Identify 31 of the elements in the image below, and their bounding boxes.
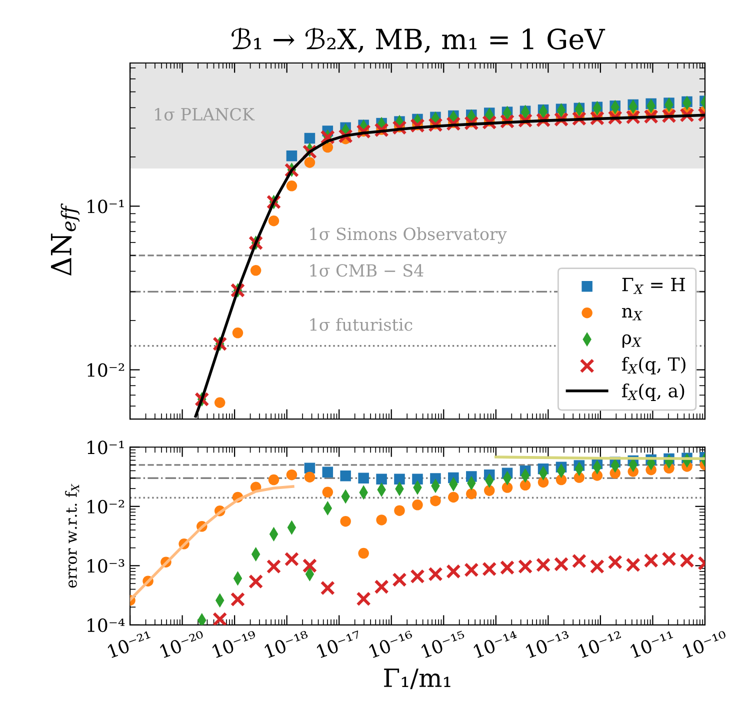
band-label: 1σ PLANCK xyxy=(155,108,255,121)
y-tick-label: 10⁻³ xyxy=(88,559,124,573)
y-tick-label: 10⁻¹ xyxy=(88,440,124,454)
legend-label: ρ$_{X}$ xyxy=(622,334,642,348)
x-axis-title: Γ₁/m₁ xyxy=(384,668,450,690)
x-tick-label: 10⁻¹⁴ xyxy=(473,630,520,658)
x-tick-label: 10⁻¹¹ xyxy=(630,630,676,658)
y-tick-label: 10⁻¹ xyxy=(88,200,124,214)
x-tick-label: 10⁻¹⁰ xyxy=(682,630,728,658)
ref-line-label: 1σ CMB − S4 xyxy=(310,264,424,277)
chart-title: ℬ₁ → ℬ₂X, MB, m₁ = 1 GeV xyxy=(232,28,606,53)
x-tick-label: 10⁻¹⁷ xyxy=(316,630,362,658)
x-tick-label: 10⁻¹⁹ xyxy=(212,630,258,658)
y-tick-label: 10⁻² xyxy=(88,363,124,377)
ref-line-label: 1σ futuristic xyxy=(310,318,412,331)
ref-line-label: 1σ Simons Observatory xyxy=(310,227,507,244)
legend-label: f$_{X}$(q, a) xyxy=(622,383,684,401)
x-tick-label: 10⁻²¹ xyxy=(107,630,153,658)
x-tick-label: 10⁻¹³ xyxy=(525,630,572,658)
x-tick-label: 10⁻²⁰ xyxy=(159,630,206,658)
x-tick-label: 10⁻¹⁵ xyxy=(420,630,467,658)
x-tick-label: 10⁻¹⁸ xyxy=(264,630,310,658)
y-tick-label: 10⁻² xyxy=(88,500,124,514)
y-axis-title: ΔN$_{eff}$ xyxy=(50,203,80,276)
x-tick-label: 10⁻¹⁶ xyxy=(368,630,415,658)
y-tick-label: 10⁻⁴ xyxy=(88,618,125,632)
y-axis-title: error w.r.t. f$_{X}$ xyxy=(65,484,80,588)
legend-label: n$_{X}$ xyxy=(622,308,643,320)
x-tick-label: 10⁻¹² xyxy=(578,630,624,658)
legend-label: f$_{X}$(q, T) xyxy=(622,356,686,374)
legend-label: Γ$_{X}$ = H xyxy=(622,278,685,294)
